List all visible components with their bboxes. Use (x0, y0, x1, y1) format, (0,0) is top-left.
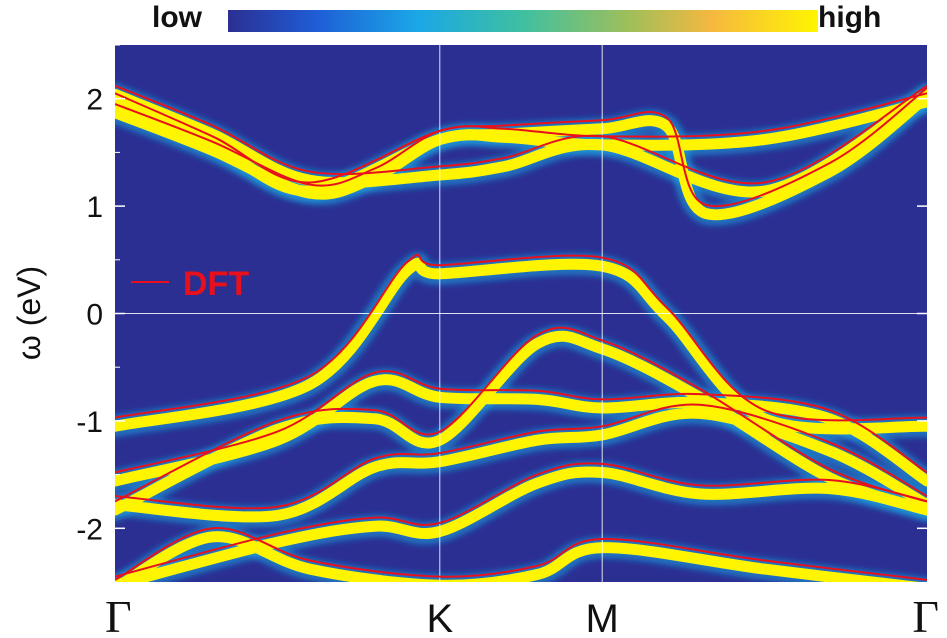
spectral-band-cores (115, 88, 927, 582)
y-tick-label-3: -1 (76, 406, 103, 439)
y-tick-label-0: 2 (86, 84, 103, 117)
y-tick-label-1: 1 (86, 191, 103, 224)
y-tick-label-4: -2 (76, 513, 103, 546)
band-core-6 (115, 407, 927, 523)
band-core-0 (115, 88, 927, 198)
colorbar (228, 10, 818, 32)
band-core-8 (115, 531, 920, 582)
dft-line-6 (115, 403, 927, 510)
y-axis-ticks: 2 1 0 -1 -2 (76, 44, 927, 546)
grid-lines (115, 45, 927, 582)
x-tick-label-0: Γ (105, 591, 132, 638)
x-tick-label-3: Γ (912, 591, 939, 638)
dft-line-3 (115, 253, 927, 422)
x-tick-label-2: M (586, 597, 619, 638)
band-core-7 (115, 466, 927, 582)
dft-line-4 (115, 370, 927, 474)
band-core-2 (115, 91, 927, 221)
legend-dft-label: DFT (183, 265, 249, 303)
band-core-3 (115, 257, 927, 435)
colorbar-low-label: low (152, 1, 202, 34)
y-tick-label-2: 0 (86, 299, 103, 332)
legend: DFT (131, 265, 249, 303)
dft-line-5 (115, 326, 927, 503)
band-core-5 (115, 330, 927, 516)
x-tick-label-1: K (426, 597, 453, 638)
dft-line-7 (115, 462, 927, 578)
y-axis-label: ω (eV) (11, 266, 47, 360)
dft-line-0 (115, 84, 927, 185)
dft-lines (115, 84, 927, 581)
dft-line-2 (115, 87, 927, 208)
colorbar-high-label: high (818, 1, 882, 34)
dft-line-8 (115, 527, 927, 581)
band-core-4 (115, 374, 927, 487)
